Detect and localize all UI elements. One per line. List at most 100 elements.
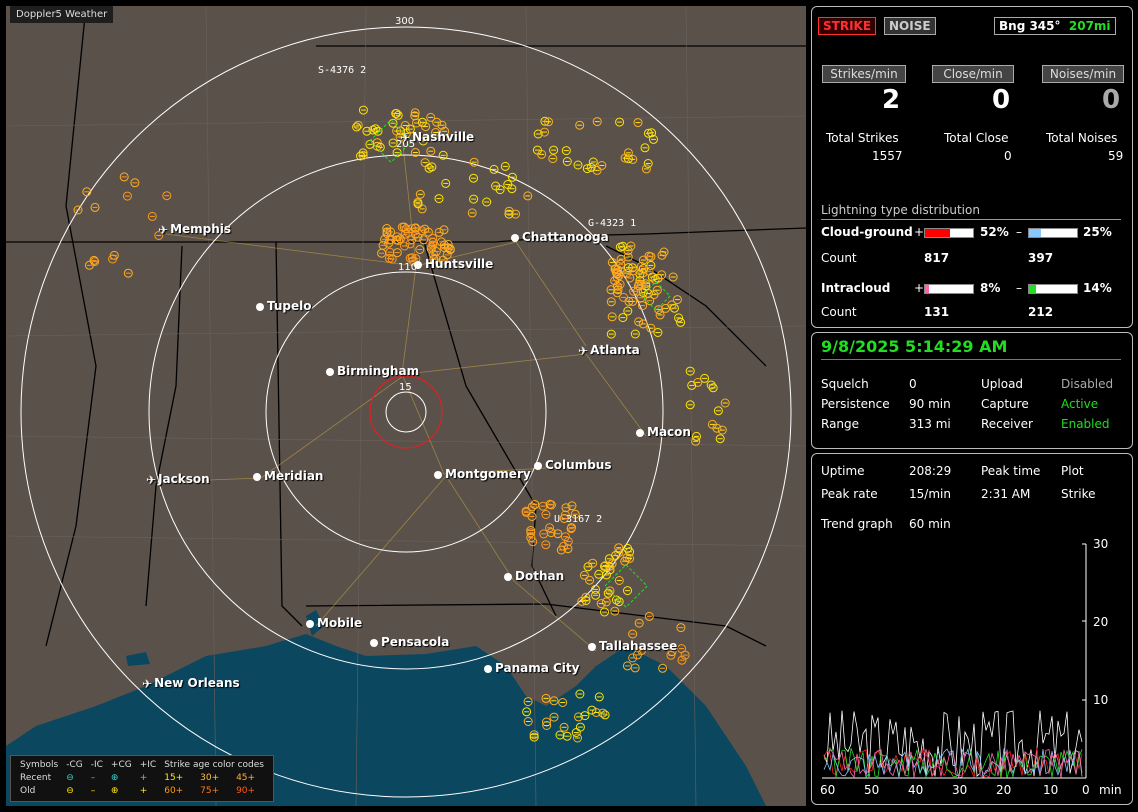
y-tick: 10 xyxy=(1093,693,1108,707)
city-new-orleans: ✈ New Orleans xyxy=(142,676,240,691)
city-dot-icon xyxy=(306,619,314,628)
city-dot-icon xyxy=(511,233,519,242)
noise-button[interactable]: NOISE xyxy=(884,17,936,35)
x-tick: 20 xyxy=(996,783,1011,797)
peak-time-value: 2:31 AM xyxy=(981,487,1031,501)
x-tick: 60 xyxy=(820,783,835,797)
total-close-label: Total Close xyxy=(944,131,1009,145)
cloud-ground-label: Cloud-ground xyxy=(821,225,913,239)
uptime-value: 208:29 xyxy=(909,464,952,478)
strikes-per-min-value: 2 xyxy=(882,85,901,115)
ring-label-110: 110 xyxy=(398,262,418,273)
total-noises-value: 59 xyxy=(1108,149,1124,163)
y-tick: 20 xyxy=(1093,615,1108,629)
x-tick: 0 xyxy=(1082,783,1090,797)
distribution-title: Lightning type distribution xyxy=(821,203,980,217)
city-dot-icon xyxy=(414,260,422,269)
ic-minus-bar xyxy=(1028,284,1078,294)
airport-icon: ✈ xyxy=(142,676,153,691)
plot-value[interactable]: Strike xyxy=(1061,487,1096,501)
capture-value: Active xyxy=(1061,397,1099,411)
city-dothan: Dothan xyxy=(504,569,564,583)
receiver-value: Enabled xyxy=(1061,417,1110,431)
mobile-bay xyxy=(306,610,324,636)
settings-panel: 9/8/2025 5:14:29 AM Squelch 0 Upload Dis… xyxy=(811,332,1133,449)
strikes-per-min-label: Strikes/min xyxy=(822,65,906,83)
map-canvas xyxy=(6,6,806,806)
cg-plus-bar xyxy=(924,228,974,238)
city-macon: Macon xyxy=(636,425,691,439)
airport-icon: ✈ xyxy=(146,472,157,487)
city-dot-icon xyxy=(534,461,542,470)
city-tupelo: Tupelo xyxy=(256,299,312,313)
close-per-min-label: Close/min xyxy=(932,65,1014,83)
ring-label-300: 300 xyxy=(395,16,415,27)
cluster-label: S-4376 2 xyxy=(318,65,367,76)
peak-rate-value: 15/min xyxy=(909,487,951,501)
city-huntsville: Huntsville xyxy=(414,257,493,271)
x-tick: 50 xyxy=(864,783,879,797)
total-noises-label: Total Noises xyxy=(1046,131,1118,145)
strike-button[interactable]: STRIKE xyxy=(818,17,877,35)
city-tallahassee: Tallahassee xyxy=(588,639,677,653)
strike-markers xyxy=(73,105,730,743)
city-atlanta: ✈ Atlanta xyxy=(578,343,640,358)
cluster-label: U-3167 2 xyxy=(554,514,603,525)
airport-icon: ✈ xyxy=(158,222,169,237)
squelch-value: 0 xyxy=(909,377,917,391)
cg-count-label: Count xyxy=(821,251,857,265)
strike-stats-panel: STRIKE NOISE Bng 345° 207mi Strikes/min … xyxy=(811,6,1133,328)
total-close-value: 0 xyxy=(1004,149,1012,163)
range-value: 313 mi xyxy=(909,417,951,431)
x-unit: min xyxy=(1099,783,1122,797)
city-panama-city: Panama City xyxy=(484,661,579,675)
city-mobile: Mobile xyxy=(306,616,362,630)
city-dot-icon xyxy=(370,638,378,647)
state-borders xyxy=(6,6,806,647)
cluster-label: G-4323 1 xyxy=(588,218,637,229)
ic-plus-bar xyxy=(924,284,974,294)
x-tick: 10 xyxy=(1043,783,1058,797)
lightning-map[interactable]: Doppler5 Weather 300 15 110 205 S-4376 2… xyxy=(6,6,806,806)
ic-count-label: Count xyxy=(821,305,857,319)
ring-label-15: 15 xyxy=(399,382,412,393)
y-tick: 30 xyxy=(1093,538,1108,551)
city-nashville: ✈ Nashville xyxy=(400,130,475,145)
ring-label-205: 205 xyxy=(396,139,416,150)
city-meridian: Meridian xyxy=(253,469,323,483)
bearing-readout: Bng 345° 207mi xyxy=(994,17,1116,35)
city-dot-icon xyxy=(256,302,264,311)
city-birmingham: Birmingham xyxy=(326,364,419,378)
x-tick: 40 xyxy=(908,783,923,797)
trend-graph: 30 20 10 60 50 40 30 20 10 0 min xyxy=(820,538,1122,797)
total-strikes-label: Total Strikes xyxy=(826,131,899,145)
airport-icon: ✈ xyxy=(578,343,589,358)
close-range-ring xyxy=(369,375,443,449)
upload-value: Disabled xyxy=(1061,377,1114,391)
city-chattanooga: Chattanooga xyxy=(511,230,609,244)
trend-window-value: 60 min xyxy=(909,517,951,531)
range-rings xyxy=(20,26,792,798)
lake-pontchartrain xyxy=(126,652,150,666)
city-dot-icon xyxy=(484,664,492,673)
airport-icon: ✈ xyxy=(400,130,411,145)
cg-minus-bar xyxy=(1028,228,1078,238)
x-tick: 30 xyxy=(952,783,967,797)
city-columbus: Columbus xyxy=(534,458,612,472)
total-strikes-value: 1557 xyxy=(872,149,903,163)
intracloud-label: Intracloud xyxy=(821,281,891,295)
date-time: 9/8/2025 5:14:29 AM xyxy=(821,337,1008,356)
app-title: Doppler5 Weather xyxy=(10,6,114,23)
city-dot-icon xyxy=(326,367,334,376)
noises-per-min-label: Noises/min xyxy=(1042,65,1124,83)
city-montgomery: Montgomery xyxy=(434,467,531,481)
close-per-min-value: 0 xyxy=(992,85,1011,115)
persistence-value: 90 min xyxy=(909,397,951,411)
city-dot-icon xyxy=(588,642,596,651)
city-dot-icon xyxy=(434,470,442,479)
noises-per-min-value: 0 xyxy=(1102,85,1121,115)
symbol-legend: Symbols -CG -IC +CG +IC Strike age color code… xyxy=(10,755,274,802)
city-dot-icon xyxy=(636,428,644,437)
city-pensacola: Pensacola xyxy=(370,635,449,649)
city-dot-icon xyxy=(504,572,512,581)
